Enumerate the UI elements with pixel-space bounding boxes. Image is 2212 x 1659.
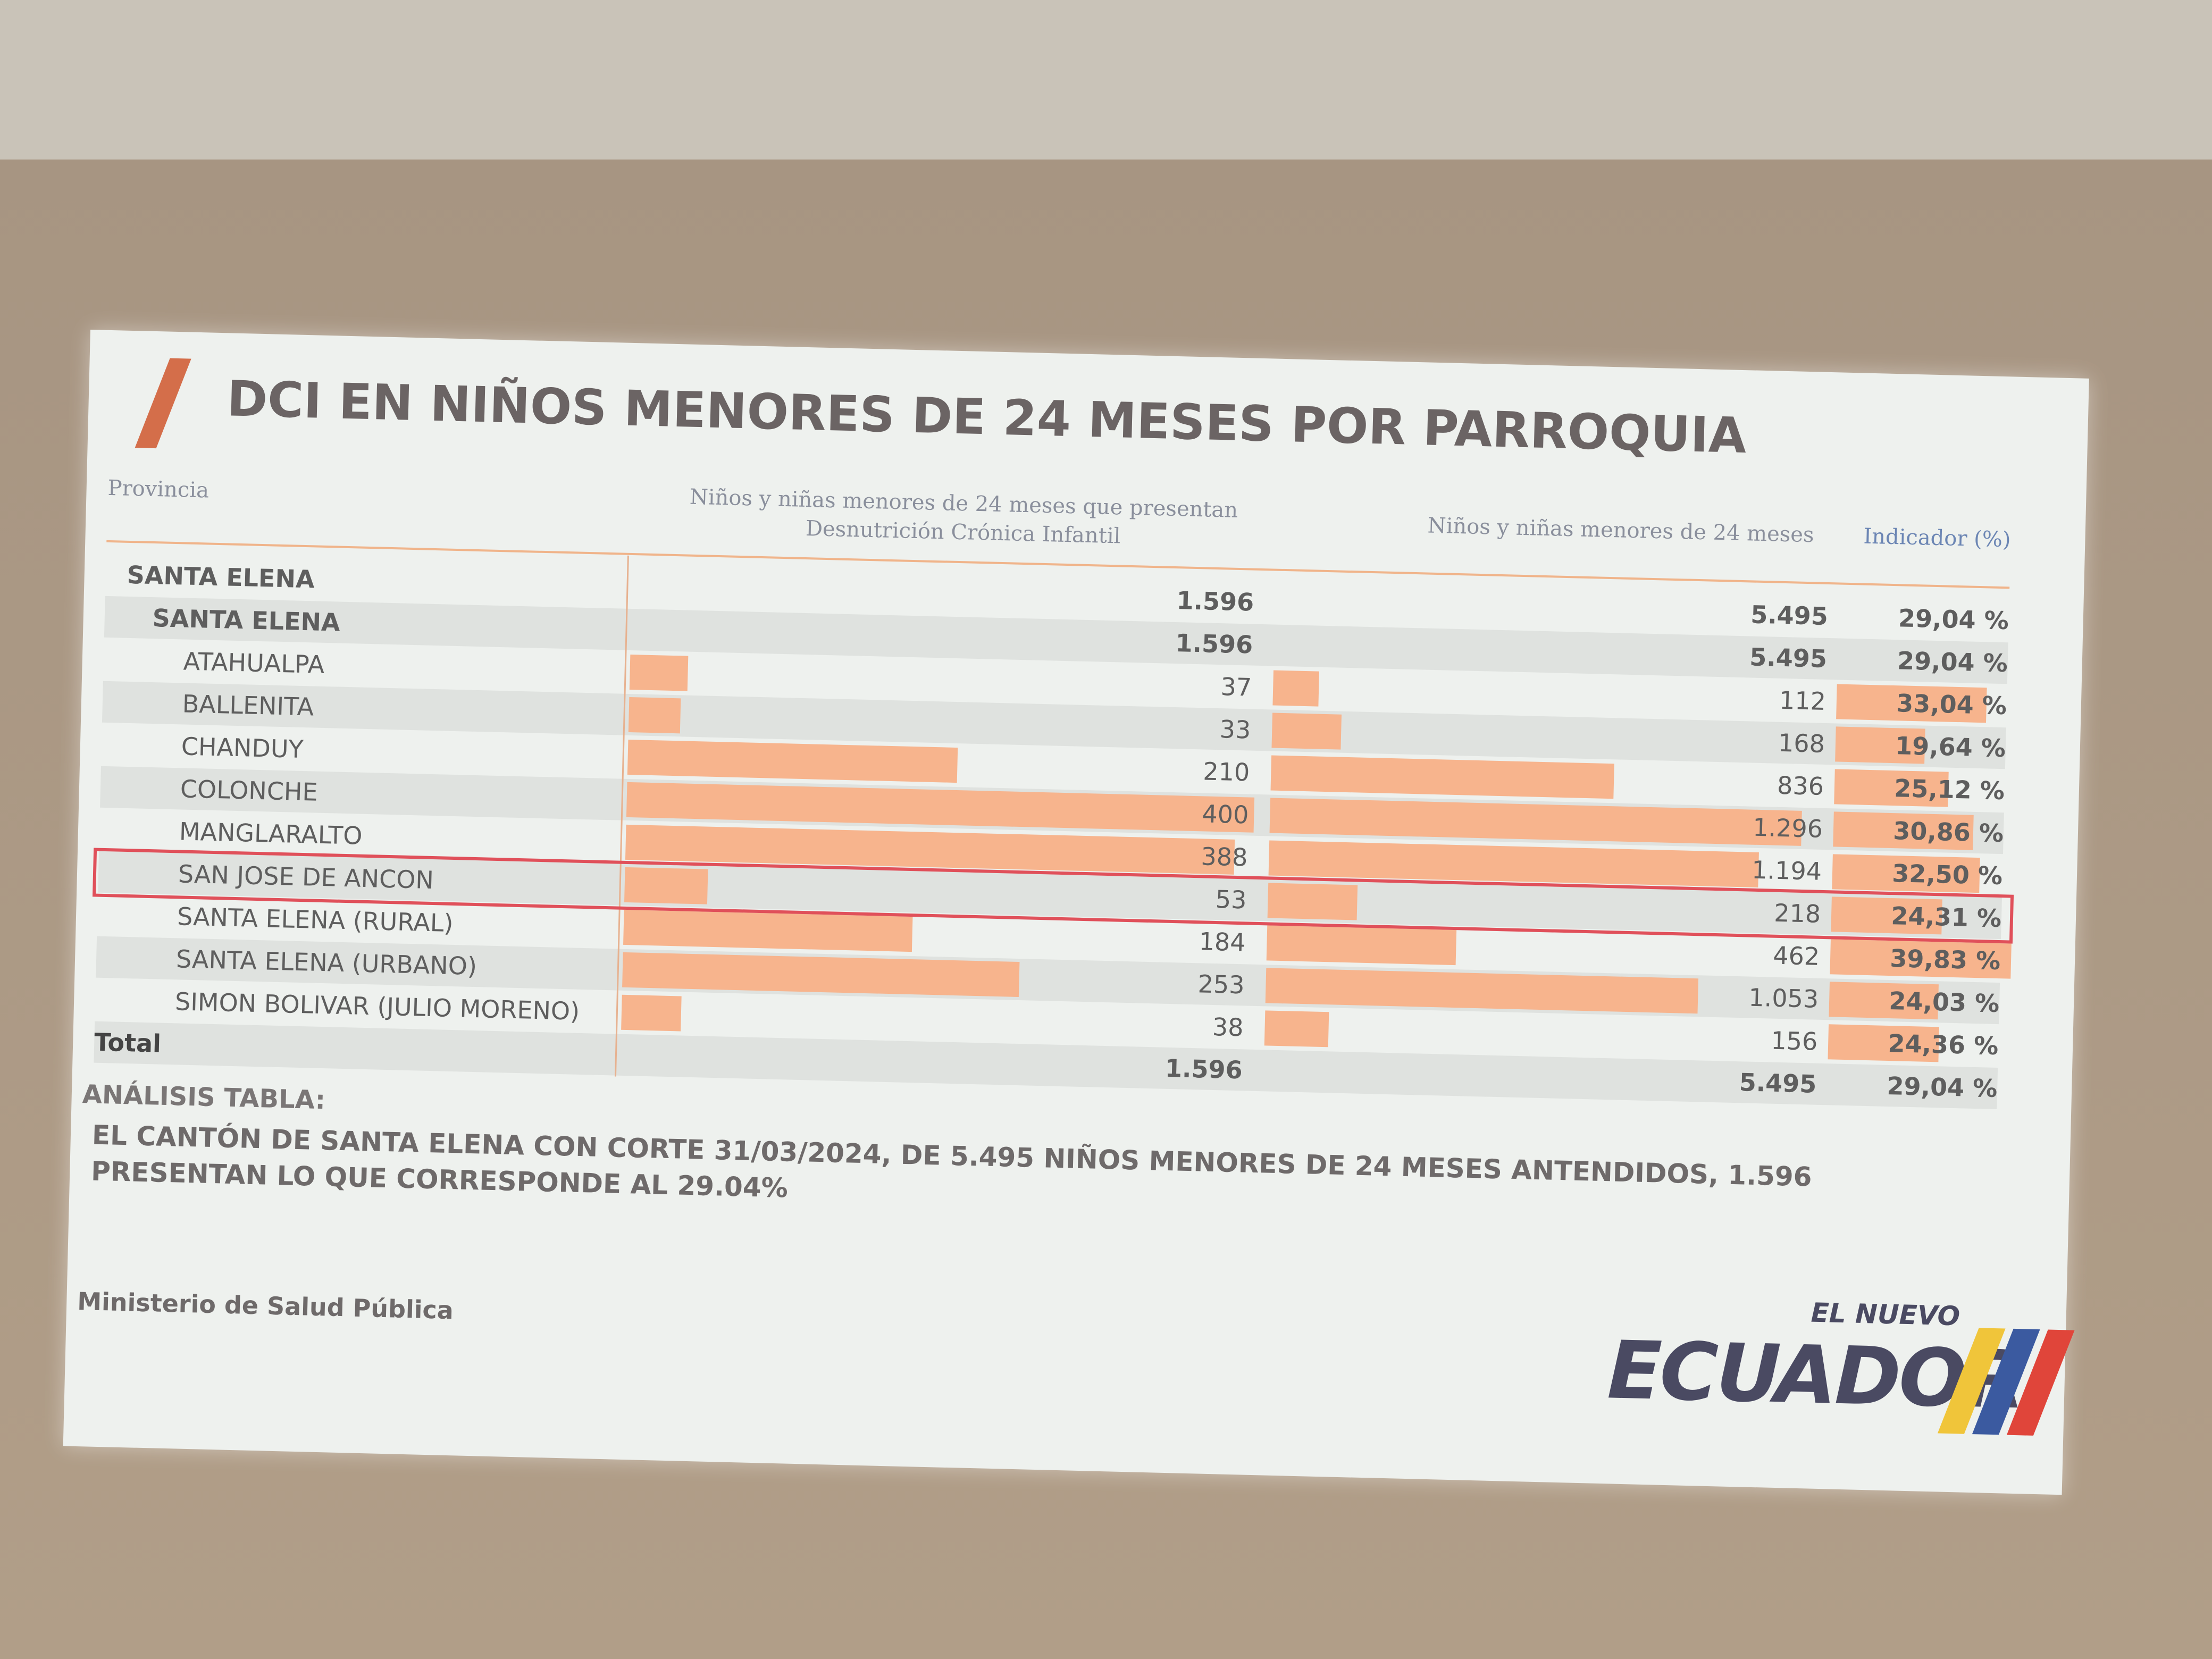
table-body: SANTA ELENA 1.596 5.495 29,04 % SANTA ELENA 1…	[90, 330, 2089, 1110]
value-cell: 25,12 %	[1893, 774, 2005, 806]
slide: DCI EN NIÑOS MENORES DE 24 MESES POR PAR…	[63, 330, 2089, 1495]
value-cell: 38	[1212, 1012, 1244, 1042]
value-cell: 19,64 %	[1895, 731, 2006, 763]
value-cell: 30,86 %	[1892, 816, 2004, 848]
value-bar	[1270, 755, 1614, 799]
analysis-heading: ANÁLISIS TABLA:	[82, 1079, 326, 1116]
analysis-text: EL CANTÓN DE SANTA ELENA CON CORTE 31/03…	[90, 1119, 1813, 1204]
value-cell: 253	[1197, 969, 1245, 1000]
value-bar	[627, 739, 958, 783]
row-label: Total	[94, 1027, 162, 1058]
value-cell: 37	[1220, 672, 1252, 702]
value-bar	[628, 697, 681, 734]
value-cell: 33	[1219, 715, 1251, 744]
value-cell: 29,04 %	[1886, 1071, 1998, 1103]
row-label: CHANDUY	[181, 732, 304, 764]
row-label: SANTA ELENA (URBANO)	[175, 944, 477, 981]
row-label: SANTA ELENA	[152, 604, 341, 637]
value-cell: 29,04 %	[1897, 646, 2008, 678]
column-header: Provincia	[107, 475, 210, 503]
value-bar	[621, 994, 682, 1032]
value-cell: 1.596	[1176, 586, 1254, 617]
row-label: MANGLARALTO	[179, 817, 363, 850]
slide-title: DCI EN NIÑOS MENORES DE 24 MESES POR PAR…	[226, 370, 1747, 465]
row-label: COLONCHE	[180, 774, 319, 807]
row-label: BALLENITA	[182, 689, 314, 722]
value-cell: 1.596	[1175, 629, 1253, 659]
value-bar	[1264, 1010, 1329, 1048]
value-bar	[1271, 713, 1342, 750]
value-cell: 24,36 %	[1887, 1029, 1999, 1061]
value-bar	[622, 952, 1020, 998]
row-label: SANTA ELENA	[127, 560, 315, 594]
value-bar	[1272, 670, 1320, 707]
value-cell: 210	[1202, 757, 1250, 787]
value-bar	[629, 654, 689, 691]
value-cell: 1.596	[1164, 1053, 1243, 1085]
column-header: Niños y niñas menores de 24 meses	[1427, 513, 1815, 548]
value-cell: 400	[1201, 799, 1250, 830]
ministry: Ministerio de Salud Pública	[77, 1286, 454, 1325]
value-cell: 33,04 %	[1896, 689, 2007, 720]
column-header: Niños y niñas menores de 24 meses que pr…	[689, 484, 1238, 549]
value-cell: 24,03 %	[1888, 986, 2000, 1018]
value-bar	[623, 909, 913, 952]
column-header: Indicador (%)	[1863, 524, 2011, 552]
logo-top: EL NUEVO	[1811, 1297, 1960, 1332]
value-bar	[1266, 925, 1457, 966]
row-label: ATAHUALPA	[183, 647, 325, 679]
title-accent	[135, 358, 191, 449]
value-cell: 29,04 %	[1898, 604, 2009, 635]
